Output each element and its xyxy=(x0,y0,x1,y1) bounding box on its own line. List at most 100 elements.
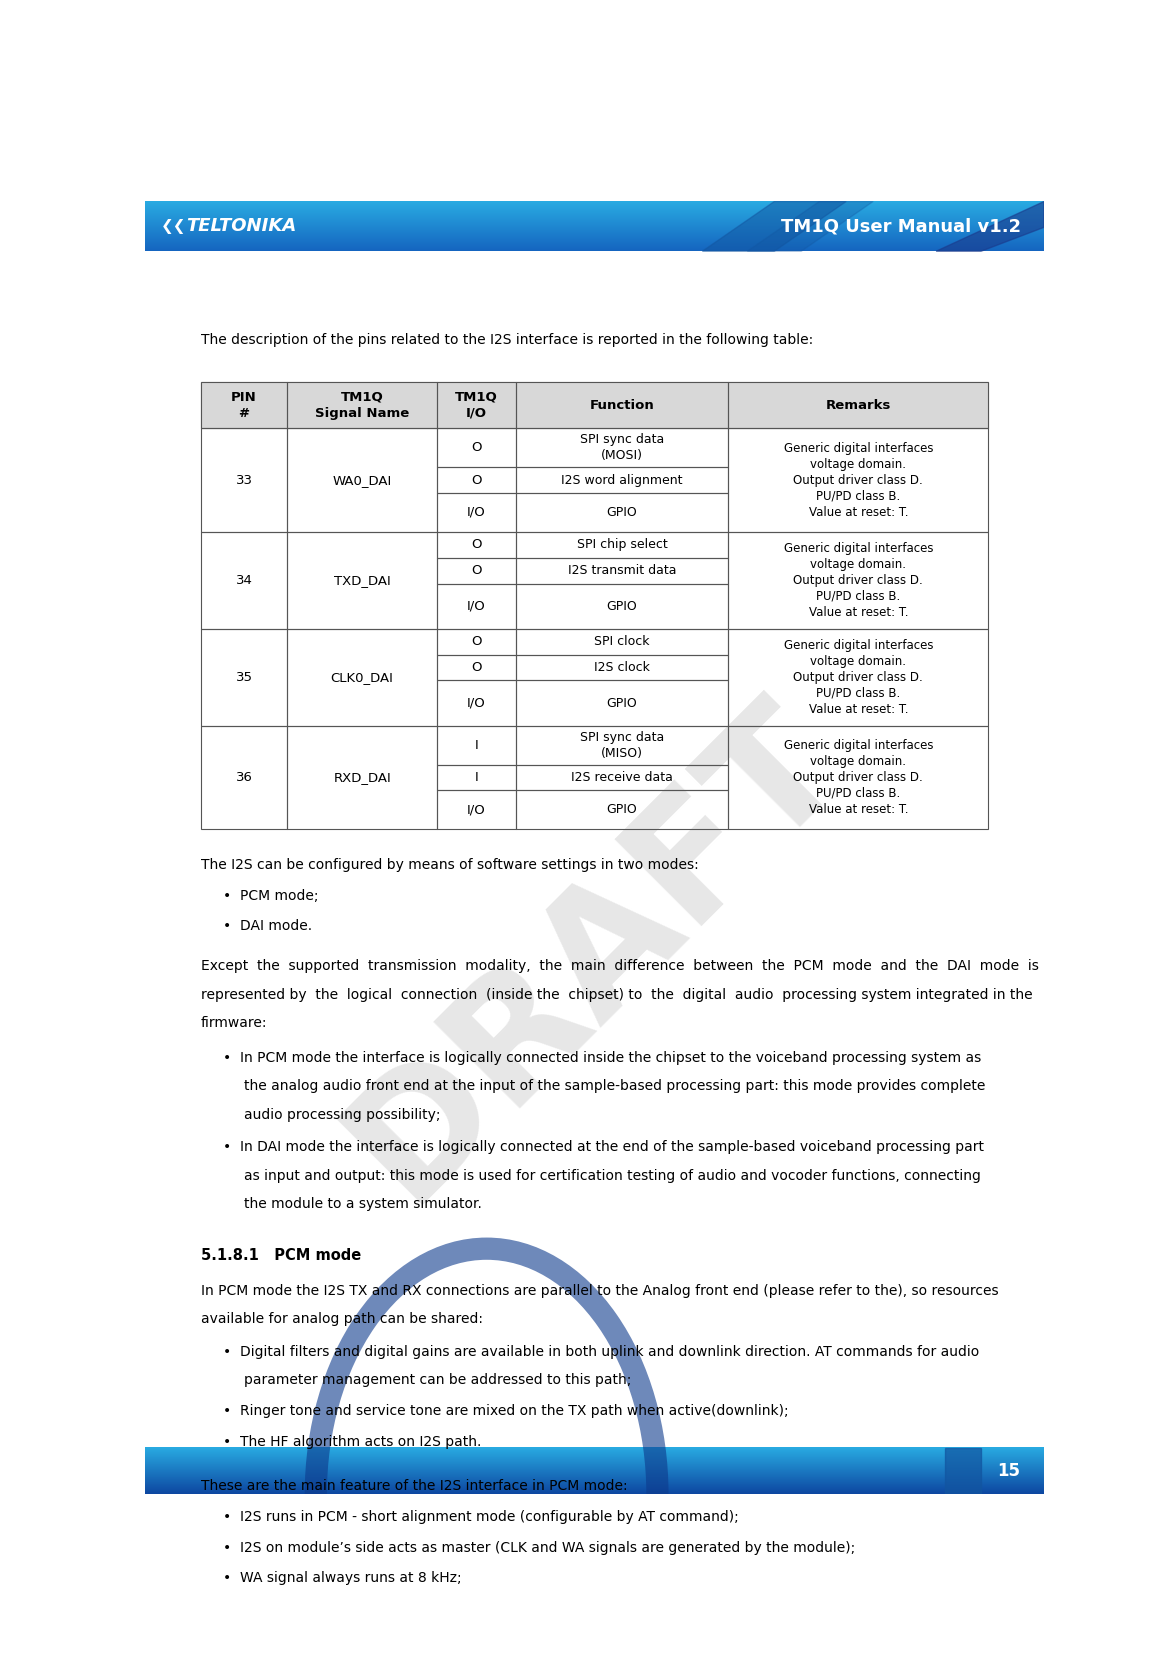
Bar xyxy=(516,381,728,428)
Bar xyxy=(516,428,728,467)
Bar xyxy=(288,628,437,725)
Bar xyxy=(288,428,437,532)
Text: I: I xyxy=(474,771,478,784)
Bar xyxy=(437,532,516,557)
Text: I/O: I/O xyxy=(467,505,486,519)
Text: ❮❮: ❮❮ xyxy=(161,218,187,233)
Text: In PCM mode the I2S TX and RX connections are parallel to the Analog front end (: In PCM mode the I2S TX and RX connection… xyxy=(201,1284,999,1298)
Bar xyxy=(201,381,288,428)
Bar xyxy=(516,791,728,829)
Text: The description of the pins related to the I2S interface is reported in the foll: The description of the pins related to t… xyxy=(201,332,813,346)
Text: 15: 15 xyxy=(996,1462,1020,1481)
Text: •  Digital filters and digital gains are available in both uplink and downlink d: • Digital filters and digital gains are … xyxy=(223,1345,979,1358)
Text: O: O xyxy=(471,442,481,455)
Text: as input and output: this mode is used for certification testing of audio and vo: as input and output: this mode is used f… xyxy=(244,1169,980,1182)
Text: 35: 35 xyxy=(235,670,253,683)
Polygon shape xyxy=(936,201,1044,252)
Text: GPIO: GPIO xyxy=(607,697,638,710)
Text: GPIO: GPIO xyxy=(607,505,638,519)
Text: the analog audio front end at the input of the sample-based processing part: thi: the analog audio front end at the input … xyxy=(244,1080,985,1093)
Text: 33: 33 xyxy=(235,473,253,487)
Text: PIN
#: PIN # xyxy=(231,391,256,420)
Bar xyxy=(288,381,437,428)
Text: SPI chip select: SPI chip select xyxy=(577,539,667,551)
Text: Remarks: Remarks xyxy=(826,398,891,411)
Bar xyxy=(201,628,288,725)
Bar xyxy=(288,381,437,428)
Bar xyxy=(728,532,988,628)
Bar xyxy=(516,764,728,791)
Text: TM1Q User Manual v1.2: TM1Q User Manual v1.2 xyxy=(782,217,1022,235)
Bar xyxy=(437,584,516,628)
Bar xyxy=(728,381,988,428)
Bar xyxy=(437,764,516,791)
Text: •  In DAI mode the interface is logically connected at the end of the sample-bas: • In DAI mode the interface is logically… xyxy=(223,1140,984,1155)
Text: Except  the  supported  transmission  modality,  the  main  difference  between : Except the supported transmission modali… xyxy=(201,959,1038,974)
Text: 36: 36 xyxy=(235,771,253,784)
Text: I2S transmit data: I2S transmit data xyxy=(567,564,676,578)
Text: RXD_DAI: RXD_DAI xyxy=(333,771,391,784)
Text: •  DAI mode.: • DAI mode. xyxy=(223,918,312,932)
Bar xyxy=(437,680,516,725)
Text: TXD_DAI: TXD_DAI xyxy=(334,574,391,586)
Text: O: O xyxy=(471,635,481,648)
Text: The I2S can be configured by means of software settings in two modes:: The I2S can be configured by means of so… xyxy=(201,858,698,871)
Text: Generic digital interfaces
voltage domain.
Output driver class D.
PU/PD class B.: Generic digital interfaces voltage domai… xyxy=(783,442,933,519)
Text: Generic digital interfaces
voltage domain.
Output driver class D.
PU/PD class B.: Generic digital interfaces voltage domai… xyxy=(783,739,933,816)
Text: Generic digital interfaces
voltage domain.
Output driver class D.
PU/PD class B.: Generic digital interfaces voltage domai… xyxy=(783,638,933,715)
Text: •  Ringer tone and service tone are mixed on the TX path when active(downlink);: • Ringer tone and service tone are mixed… xyxy=(223,1404,789,1419)
Bar xyxy=(516,532,728,557)
Text: SPI sync data
(MISO): SPI sync data (MISO) xyxy=(580,730,665,759)
Text: O: O xyxy=(471,662,481,673)
Bar xyxy=(201,725,288,829)
Bar xyxy=(201,532,288,628)
Text: TM1Q
Signal Name: TM1Q Signal Name xyxy=(316,391,409,420)
Text: WA0_DAI: WA0_DAI xyxy=(333,473,392,487)
Bar xyxy=(516,655,728,680)
Text: 5.1.8.1   PCM mode: 5.1.8.1 PCM mode xyxy=(201,1247,361,1263)
Text: These are the main feature of the I2S interface in PCM mode:: These are the main feature of the I2S in… xyxy=(201,1479,628,1493)
Bar xyxy=(437,557,516,584)
Text: I2S clock: I2S clock xyxy=(594,662,650,673)
Bar xyxy=(201,381,288,428)
Text: available for analog path can be shared:: available for analog path can be shared: xyxy=(201,1313,483,1326)
Bar xyxy=(516,584,728,628)
Text: •  I2S on module’s side acts as master (CLK and WA signals are generated by the : • I2S on module’s side acts as master (C… xyxy=(223,1541,855,1555)
Bar xyxy=(437,655,516,680)
Bar xyxy=(288,725,437,829)
Bar xyxy=(288,532,437,628)
Bar xyxy=(516,467,728,494)
Bar xyxy=(516,628,728,655)
Text: TELTONIKA: TELTONIKA xyxy=(187,217,297,235)
Text: CLK0_DAI: CLK0_DAI xyxy=(331,670,393,683)
Text: O: O xyxy=(471,539,481,551)
Bar xyxy=(437,494,516,532)
Text: I: I xyxy=(474,739,478,752)
Bar xyxy=(437,381,516,428)
Text: parameter management can be addressed to this path;: parameter management can be addressed to… xyxy=(244,1373,631,1387)
Bar xyxy=(516,494,728,532)
Bar xyxy=(437,381,516,428)
Polygon shape xyxy=(945,1447,981,1494)
Bar xyxy=(728,381,988,428)
Text: I2S receive data: I2S receive data xyxy=(571,771,673,784)
Bar xyxy=(728,428,988,532)
Bar xyxy=(516,557,728,584)
Text: SPI clock: SPI clock xyxy=(594,635,650,648)
Text: GPIO: GPIO xyxy=(607,599,638,613)
Text: GPIO: GPIO xyxy=(607,803,638,816)
Text: I/O: I/O xyxy=(467,697,486,710)
Text: the module to a system simulator.: the module to a system simulator. xyxy=(244,1197,481,1211)
Text: 34: 34 xyxy=(235,574,253,586)
Text: Generic digital interfaces
voltage domain.
Output driver class D.
PU/PD class B.: Generic digital interfaces voltage domai… xyxy=(783,542,933,620)
Bar xyxy=(437,791,516,829)
Text: I/O: I/O xyxy=(467,599,486,613)
Text: firmware:: firmware: xyxy=(201,1016,267,1029)
Text: I/O: I/O xyxy=(467,803,486,816)
Text: •  WA signal always runs at 8 kHz;: • WA signal always runs at 8 kHz; xyxy=(223,1572,462,1585)
Text: O: O xyxy=(471,564,481,578)
Text: DRAFT: DRAFT xyxy=(317,673,872,1229)
Text: audio processing possibility;: audio processing possibility; xyxy=(244,1108,441,1122)
Bar xyxy=(437,725,516,764)
Text: •  PCM mode;: • PCM mode; xyxy=(223,890,319,903)
